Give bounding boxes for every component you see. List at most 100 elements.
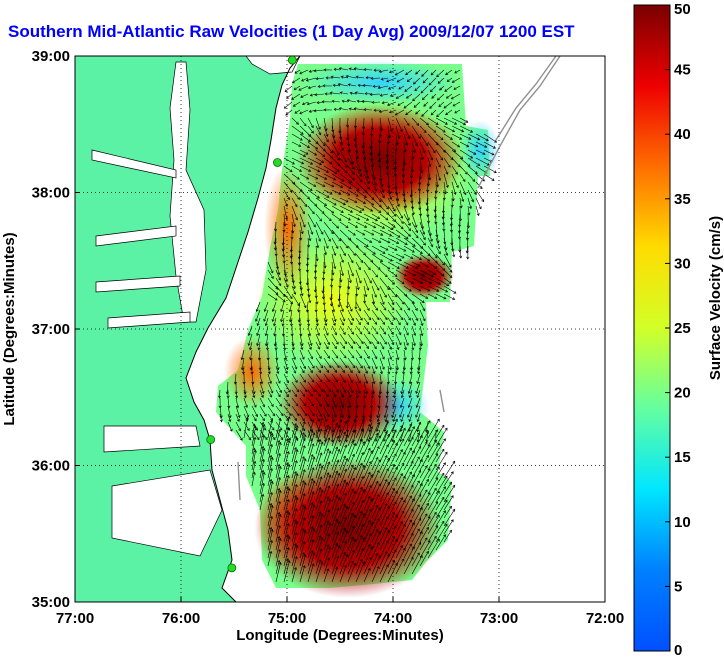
velocity-vector: [291, 484, 298, 503]
velocity-vector: [315, 465, 324, 487]
velocity-vector: [405, 69, 413, 76]
velocity-vector: [347, 477, 355, 495]
velocity-vector: [435, 520, 445, 535]
velocity-vector: [419, 516, 431, 535]
velocity-vector: [315, 221, 324, 235]
velocity-vector: [299, 373, 306, 383]
velocity-vector: [299, 565, 306, 583]
velocity-vector: [331, 245, 337, 256]
velocity-vector: [371, 365, 376, 375]
velocity-vector: [411, 269, 426, 277]
velocity-vector: [435, 277, 450, 286]
velocity-vector: [297, 245, 301, 260]
velocity-vector: [282, 245, 286, 258]
velocity-vector: [411, 432, 420, 447]
velocity-vector: [411, 317, 416, 326]
velocity-vector: [331, 496, 341, 519]
velocity-vector: [371, 483, 381, 503]
velocity-vector: [403, 556, 414, 575]
velocity-vector: [275, 487, 281, 503]
velocity-vector: [291, 349, 296, 361]
velocity-vector: [347, 490, 357, 511]
velocity-vector: [435, 117, 448, 125]
velocity-vector: [264, 325, 269, 337]
nc-sounds: [103, 425, 223, 557]
velocity-vector: [443, 505, 452, 519]
velocity-vector: [323, 405, 330, 418]
velocity-vector: [371, 517, 380, 535]
chesapeake-bay: [91, 61, 207, 329]
velocity-vector: [435, 499, 448, 519]
velocity-vector: [419, 237, 426, 246]
velocity-vector: [267, 397, 274, 407]
velocity-vector: [251, 460, 257, 479]
velocity-vector: [411, 325, 417, 336]
velocity-vector: [315, 559, 322, 575]
velocity-vector: [363, 301, 370, 311]
velocity-vector: [444, 85, 453, 92]
velocity-vector: [299, 480, 305, 495]
velocity-vector: [395, 544, 403, 559]
velocity-vector: [331, 518, 339, 535]
velocity-vector: [419, 157, 424, 174]
velocity-vector: [435, 510, 446, 527]
velocity-vector: [283, 181, 293, 193]
velocity-vector: [443, 173, 449, 189]
velocity-vector: [411, 309, 419, 321]
velocity-vector: [267, 293, 278, 301]
velocity-vector: [399, 405, 405, 418]
velocity-vector: [283, 165, 293, 173]
velocity-vector: [371, 445, 380, 463]
velocity-vector: [323, 546, 332, 567]
velocity-vector: [333, 107, 341, 112]
velocity-vector: [395, 448, 403, 463]
velocity-vector: [259, 482, 265, 503]
velocity-vector: [408, 373, 413, 385]
velocity-vector: [443, 519, 454, 535]
velocity-vector: [315, 373, 323, 383]
velocity-vector: [395, 341, 400, 351]
velocity-vector: [347, 229, 356, 236]
velocity-vector: [347, 525, 355, 543]
velocity-vector: [298, 85, 309, 91]
velocity-vector: [315, 389, 321, 398]
velocity-vector: [405, 109, 413, 116]
velocity-vector: [387, 269, 398, 277]
shelf-contours: [237, 56, 561, 501]
velocity-vector: [395, 357, 399, 371]
velocity-vector: [384, 413, 389, 423]
velocity-vector: [307, 381, 316, 393]
velocity-vector: [363, 381, 368, 395]
velocity-vector: [347, 389, 352, 399]
velocity-vector: [411, 541, 422, 559]
velocity-vector: [371, 237, 382, 243]
velocity-vector: [427, 477, 439, 495]
velocity-vector: [259, 413, 265, 422]
velocity-vector: [307, 502, 314, 519]
velocity-vector: [411, 205, 415, 216]
velocity-vector: [379, 213, 389, 221]
velocity-vector: [419, 420, 431, 439]
velocity-vector: [379, 189, 385, 199]
velocity-vector: [331, 173, 345, 182]
velocity-vector: [355, 213, 370, 221]
velocity-vector: [307, 405, 315, 417]
velocity-vector: [267, 269, 274, 280]
velocity-vector: [446, 77, 453, 82]
velocity-vector: [451, 133, 463, 140]
velocity-vector: [271, 309, 277, 323]
velocity-vector: [299, 165, 312, 172]
velocity-vector: [299, 517, 306, 535]
velocity-vector: [363, 373, 369, 384]
velocity-vector: [475, 149, 486, 155]
velocity-vector: [454, 69, 461, 74]
velocity-vector: [385, 389, 389, 399]
velocity-vector: [315, 205, 325, 214]
velocity-vector: [419, 454, 429, 471]
velocity-vector: [467, 197, 472, 210]
velocity-vector: [363, 237, 373, 243]
velocity-vector: [411, 149, 415, 160]
velocity-vector: [299, 109, 309, 115]
velocity-vector: [291, 460, 298, 479]
velocity-vector: [393, 389, 397, 399]
